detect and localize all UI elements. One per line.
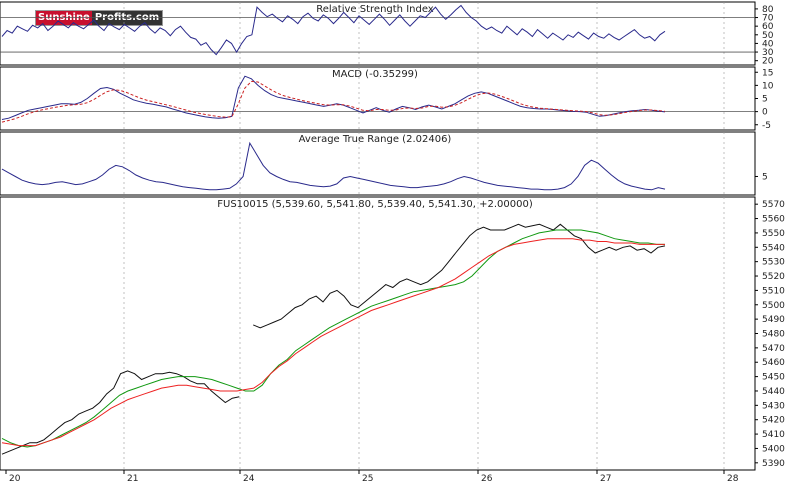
- pane-2-frame: [0, 131, 756, 196]
- pane-0-tick-label: 50: [762, 31, 774, 41]
- pane-3-tick-label: 5470: [762, 344, 785, 354]
- pane-0-tick-label: 60: [762, 22, 774, 32]
- pane-1-tick-label: 5: [762, 95, 768, 105]
- pane-3-tick-label: 5450: [762, 373, 785, 383]
- pane-1-tick-label: -5: [762, 121, 771, 131]
- pane-3-tick-label: 5390: [762, 459, 785, 469]
- pane-3-tick-label: 5490: [762, 315, 785, 325]
- pane-1-title: MACD (-0.35299): [332, 69, 418, 80]
- x-tick-label: 24: [243, 474, 255, 484]
- pane-3-tick-label: 5570: [762, 200, 785, 210]
- pane-1-series-0: [1, 75, 666, 120]
- pane-0-tick-label: 30: [762, 48, 774, 58]
- pane-0-series-0: [1, 4, 666, 56]
- pane-3-tick-label: 5520: [762, 272, 785, 282]
- pane-3-tick-label: 5530: [762, 258, 785, 268]
- pane-0-title: Relative Strength Index: [316, 4, 434, 15]
- pane-0-tick-label: 40: [762, 39, 774, 49]
- pane-3-series-0: [1, 223, 666, 455]
- pane-3-tick-label: 5500: [762, 301, 785, 311]
- pane-3-tick-label: 5430: [762, 401, 785, 411]
- x-tick-label: 27: [600, 474, 611, 484]
- pane-3-tick-label: 5420: [762, 416, 785, 426]
- pane-2-title: Average True Range (2.02406): [299, 134, 452, 145]
- x-tick-label: 20: [9, 474, 21, 484]
- pane-3-tick-label: 5560: [762, 215, 785, 225]
- pane-3-tick-label: 5400: [762, 444, 785, 454]
- x-tick-label: 26: [481, 474, 493, 484]
- pane-3-tick-label: 5460: [762, 358, 785, 368]
- pane-1-tick-label: 15: [762, 68, 773, 78]
- pane-3-series-2: [1, 238, 665, 447]
- pane-1-series-1: [1, 80, 666, 123]
- pane-3-series-1: [1, 229, 665, 448]
- pane-3-tick-label: 5410: [762, 430, 785, 440]
- x-tick-label: 28: [727, 474, 739, 484]
- pane-2-series-0: [1, 141, 666, 191]
- pane-1-tick-label: 0: [762, 108, 768, 118]
- pane-3-tick-label: 5550: [762, 229, 785, 239]
- pane-0-frame: [0, 1, 756, 66]
- pane-2-tick-label: 5: [762, 172, 768, 182]
- pane-3-frame: [0, 196, 756, 471]
- pane-3-title: FUS10015 (5,539.60, 5,541.80, 5,539.40, …: [217, 199, 533, 210]
- pane-0-tick-label: 20: [762, 57, 774, 67]
- x-tick-label: 21: [127, 474, 138, 484]
- pane-0-tick-label: 80: [762, 5, 774, 15]
- x-tick-label: 25: [362, 474, 373, 484]
- pane-3-tick-label: 5510: [762, 286, 785, 296]
- pane-3-tick-label: 5440: [762, 387, 785, 397]
- pane-3-tick-label: 5480: [762, 330, 785, 340]
- pane-1-tick-label: 10: [762, 81, 774, 91]
- pane-3-tick-label: 5540: [762, 243, 785, 253]
- pane-0-tick-label: 70: [762, 14, 774, 24]
